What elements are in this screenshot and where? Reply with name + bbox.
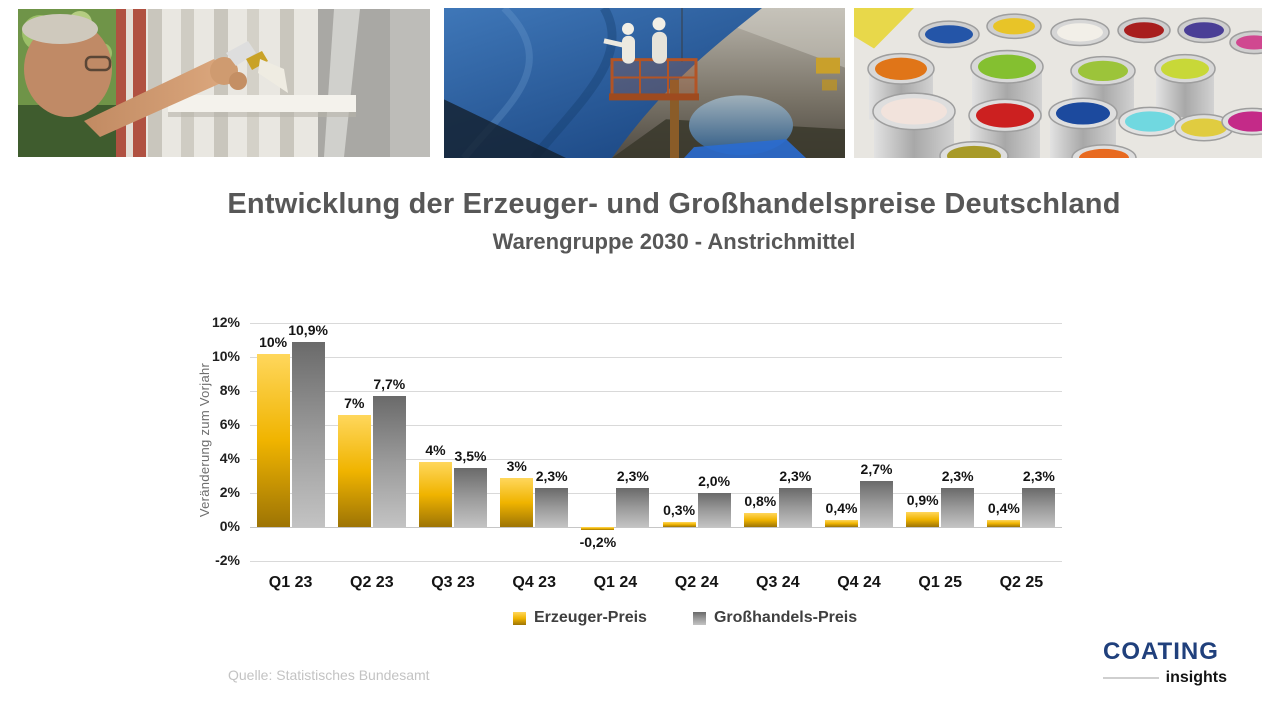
title-block: Entwicklung der Erzeuger- und Großhandel… <box>68 188 1280 255</box>
page-title: Entwicklung der Erzeuger- und Großhandel… <box>227 188 1121 220</box>
gridline <box>250 527 1062 528</box>
bar-erzeuger-preis <box>500 477 534 527</box>
value-label: -0,2% <box>579 534 617 551</box>
bar-grosshandels-preis <box>291 341 325 527</box>
value-label: 2,3% <box>1022 467 1055 484</box>
legend-label: Großhandels-Preis <box>713 609 858 626</box>
x-tick-label: Q2 23 <box>350 574 394 591</box>
gridline <box>250 459 1062 460</box>
y-tick-label: -2% <box>215 552 240 568</box>
bar-grosshandels-preis <box>454 467 487 527</box>
gridline <box>250 561 1062 562</box>
x-tick-label: Q1 23 <box>268 574 313 591</box>
value-label: 3% <box>506 457 527 474</box>
y-tick-label: 2% <box>219 484 240 500</box>
legend-item: Großhandels-Preis <box>692 609 858 627</box>
bar-erzeuger-preis <box>662 521 696 527</box>
x-tick-label: Q1 24 <box>593 574 638 591</box>
logo-sub-text: insights <box>1165 669 1227 686</box>
gridline <box>250 493 1062 494</box>
logo-brand-text: COATING <box>1103 638 1219 665</box>
x-tick-label: Q2 24 <box>674 574 719 591</box>
value-label: 2,3% <box>535 467 568 484</box>
bar-grosshandels-preis <box>697 493 731 527</box>
y-tick-label: 4% <box>219 450 240 466</box>
value-label: 2,7% <box>860 461 893 478</box>
page-subtitle: Warengruppe 2030 - Anstrichmittel <box>492 229 856 254</box>
value-label: 0,9% <box>906 491 939 508</box>
bar-grosshandels-preis <box>941 487 975 527</box>
value-label: 0,4% <box>987 500 1020 517</box>
ship-hull-illustration <box>444 8 845 158</box>
gridline <box>250 391 1062 392</box>
gridline <box>250 323 1062 324</box>
value-label: 10% <box>259 333 288 350</box>
source-note: Quelle: Statistisches Bundesamt <box>228 667 430 683</box>
x-tick-label: Q2 25 <box>999 574 1044 591</box>
value-label: 0,4% <box>825 500 858 517</box>
x-tick-label: Q4 23 <box>512 574 556 591</box>
value-label: 10,9% <box>288 321 328 338</box>
legend-item: Erzeuger-Preis <box>513 609 647 627</box>
x-tick-label: Q3 23 <box>431 574 475 591</box>
value-label: 0,3% <box>663 501 696 518</box>
value-label: 2,0% <box>698 473 731 489</box>
bar-grosshandels-preis <box>535 487 569 527</box>
bar-erzeuger-preis <box>419 462 452 527</box>
gridline <box>250 357 1062 358</box>
legend-swatch <box>513 611 526 625</box>
y-tick-label: 6% <box>219 416 240 432</box>
y-tick-label: 10% <box>211 348 240 364</box>
gridline <box>250 425 1062 426</box>
coating-insights-logo: COATING insights <box>1103 638 1227 687</box>
bar-erzeuger-preis <box>337 414 371 527</box>
bar-erzeuger-preis <box>581 527 615 531</box>
value-label: 7% <box>344 394 365 411</box>
y-tick-label: 0% <box>219 518 240 534</box>
value-label: 4% <box>425 442 446 459</box>
bar-erzeuger-preis <box>906 511 940 527</box>
bar-grosshandels-preis <box>778 487 812 527</box>
bar-erzeuger-preis <box>256 353 290 527</box>
paint-cans-illustration <box>854 8 1262 158</box>
bar-grosshandels-preis <box>372 396 406 527</box>
bar-grosshandels-preis <box>1022 487 1056 527</box>
chart-legend: Erzeuger-Preis Großhandels-Preis <box>513 609 857 627</box>
x-tick-label: Q4 24 <box>837 574 881 591</box>
y-tick-label: 8% <box>219 382 240 398</box>
bar-erzeuger-preis <box>987 520 1021 527</box>
x-tick-label: Q3 24 <box>756 574 800 591</box>
window-painting-photo <box>18 9 430 157</box>
value-label: 7,7% <box>373 376 406 393</box>
bar-grosshandels-preis <box>616 487 650 527</box>
legend-swatch <box>692 611 706 625</box>
value-label: 2,3% <box>941 467 974 484</box>
paint-cans-photo <box>854 8 1262 158</box>
legend-label: Erzeuger-Preis <box>534 609 647 626</box>
y-tick-label: 12% <box>211 314 240 330</box>
bar-erzeuger-preis <box>743 513 777 527</box>
value-label: 0,8% <box>744 493 777 510</box>
ship-hull-painting-photo <box>444 8 845 158</box>
x-tick-label: Q1 25 <box>918 574 962 591</box>
bar-grosshandels-preis <box>860 481 893 527</box>
bar-erzeuger-preis <box>825 520 858 527</box>
value-label: 2,3% <box>616 467 649 484</box>
value-label: 3,5% <box>454 447 487 464</box>
logo-divider-line <box>1103 677 1159 679</box>
window-painting-illustration <box>18 9 430 157</box>
value-label: 2,3% <box>779 467 812 484</box>
